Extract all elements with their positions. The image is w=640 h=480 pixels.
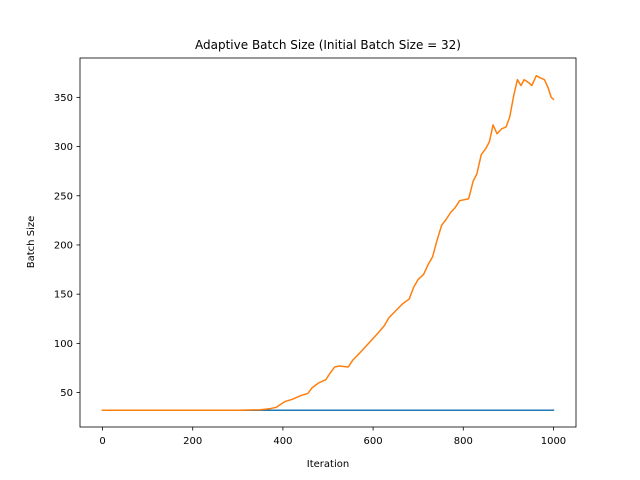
x-tick-label: 1000 xyxy=(541,436,566,447)
x-tick-label: 800 xyxy=(454,436,473,447)
y-tick-label: 200 xyxy=(54,240,73,251)
x-tick-label: 0 xyxy=(99,436,105,447)
y-tick-label: 350 xyxy=(54,93,73,104)
x-axis-label: Iteration xyxy=(307,459,349,470)
x-tick-label: 200 xyxy=(183,436,202,447)
x-tick-label: 400 xyxy=(273,436,292,447)
y-tick-label: 150 xyxy=(54,290,73,301)
chart-title: Adaptive Batch Size (Initial Batch Size … xyxy=(195,38,461,52)
y-axis-label: Batch Size xyxy=(26,216,37,268)
y-tick-label: 100 xyxy=(54,339,73,350)
plot-frame xyxy=(79,57,577,428)
x-tick-label: 600 xyxy=(364,436,383,447)
y-tick-label: 50 xyxy=(60,388,73,399)
y-tick-label: 250 xyxy=(54,191,73,202)
series-line-1 xyxy=(101,74,555,412)
y-tick-label: 300 xyxy=(54,142,73,153)
